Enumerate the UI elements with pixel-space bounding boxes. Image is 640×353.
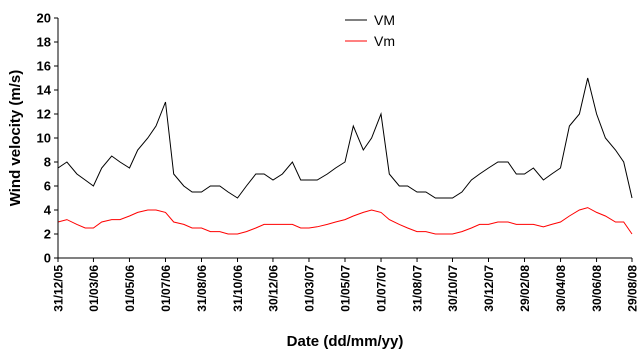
- x-tick-label: 31/10/06: [231, 265, 245, 312]
- plot-area: [57, 77, 633, 235]
- x-tick-label: 30/10/07: [446, 265, 460, 312]
- x-tick-label: 01/07/06: [159, 265, 173, 312]
- y-tick-label: 18: [37, 35, 51, 50]
- x-tick-label: 30/12/07: [482, 265, 496, 312]
- series-line-vm: [57, 77, 633, 199]
- x-tick-label: 29/02/08: [518, 265, 532, 312]
- x-tick-label: 01/03/07: [303, 265, 317, 312]
- y-tick-label: 20: [37, 11, 51, 26]
- y-tick-label: 2: [44, 227, 51, 242]
- y-tick-label: 10: [37, 131, 51, 146]
- y-axis-label: Wind velocity (m/s): [7, 70, 24, 207]
- legend-label-vm: Vm: [374, 33, 395, 49]
- x-tick-label: 01/05/07: [339, 265, 353, 312]
- x-tick-label: 29/08/08: [626, 265, 640, 312]
- y-tick-label: 0: [44, 251, 51, 266]
- x-tick-label: 31/08/07: [411, 265, 425, 312]
- x-tick-label: 31/08/06: [195, 265, 209, 312]
- y-tick-label: 6: [44, 179, 51, 194]
- x-tick-label: 30/06/08: [590, 265, 604, 312]
- x-tick-label: 01/05/06: [123, 265, 137, 312]
- x-tick-label: 01/07/07: [375, 265, 389, 312]
- y-tick-label: 14: [37, 83, 52, 98]
- y-tick-label: 8: [44, 155, 51, 170]
- y-tick-label: 12: [37, 107, 51, 122]
- x-axis-label: Date (dd/mm/yy): [287, 333, 404, 350]
- axes: 0 2 4 6 8 10 12 14 16 18 20 31/12/05 01/03/06 01/05/0…: [37, 11, 640, 312]
- y-tick-label: 4: [44, 203, 52, 218]
- series-line-vm: [57, 207, 633, 235]
- legend: VM Vm: [345, 12, 395, 49]
- x-tick-label: 30/12/06: [267, 265, 281, 312]
- x-tick-label: 31/12/05: [52, 265, 66, 312]
- x-tick-label: 01/03/06: [87, 265, 101, 312]
- legend-label-vm: VM: [374, 12, 395, 28]
- x-tick-label: 30/04/08: [554, 265, 568, 312]
- y-tick-label: 16: [37, 59, 51, 74]
